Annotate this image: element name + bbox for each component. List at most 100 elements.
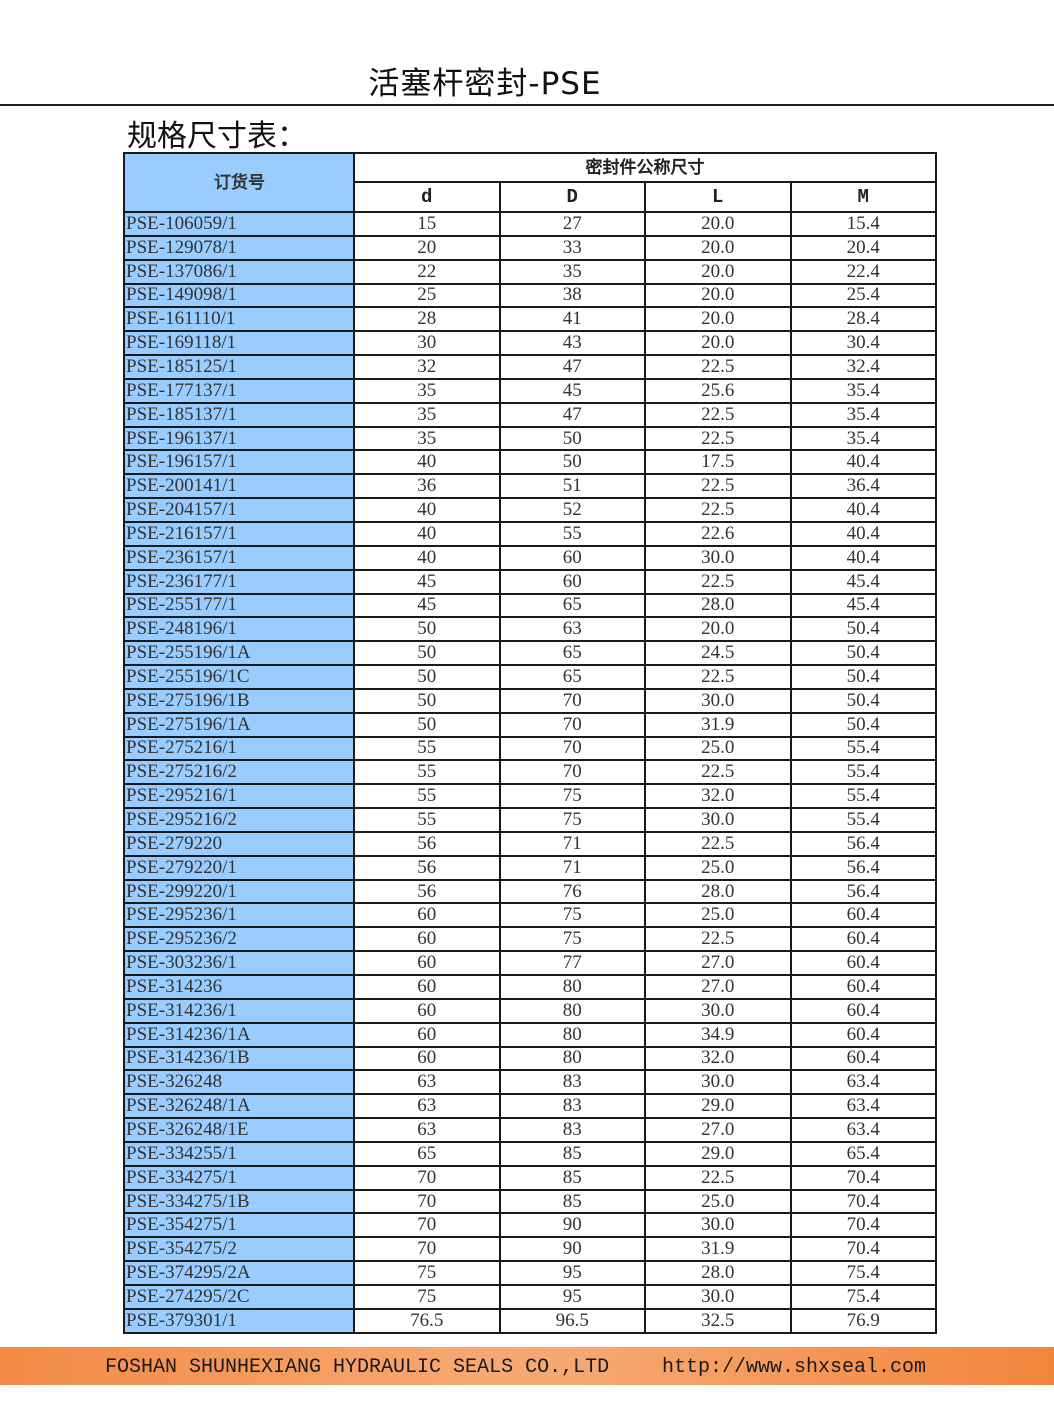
- D-value-cell: 60: [498, 568, 646, 595]
- d-value-cell: 25: [353, 282, 501, 309]
- d-value-cell: 36: [353, 473, 501, 500]
- d-value-cell: 30: [353, 330, 501, 357]
- d-value-cell: 50: [353, 664, 501, 690]
- L-value-cell: 30.0: [644, 1069, 792, 1096]
- footer-band: FOSHAN SHUNHEXIANG HYDRAULIC SEALS CO.,L…: [0, 1347, 1054, 1385]
- order-number-cell: PSE-275216/1: [123, 735, 355, 762]
- M-value-cell: 60.4: [789, 974, 937, 1000]
- d-value-cell: 45: [353, 568, 501, 595]
- M-value-cell: 50.4: [789, 687, 937, 714]
- d-value-cell: 40: [353, 520, 501, 547]
- L-value-cell: 22.5: [644, 926, 792, 953]
- nominal-size-header: 密封件公称尺寸: [353, 152, 937, 183]
- order-number-cell: PSE-275196/1B: [123, 687, 355, 714]
- column-header-d: d: [353, 181, 501, 213]
- L-value-cell: 22.5: [644, 830, 792, 857]
- order-number-cell: PSE-200141/1: [123, 473, 355, 500]
- D-value-cell: 77: [498, 950, 646, 976]
- D-value-cell: 71: [498, 854, 646, 881]
- M-value-cell: 28.4: [789, 306, 937, 333]
- L-value-cell: 25.0: [644, 902, 792, 929]
- website-link[interactable]: http://www.shxseal.com: [662, 1356, 927, 1379]
- d-value-cell: 63: [353, 1117, 501, 1143]
- order-number-cell: PSE-161110/1: [123, 306, 355, 333]
- company-name: FOSHAN SHUNHEXIANG HYDRAULIC SEALS CO.,L…: [105, 1356, 610, 1379]
- table-row: PSE-295216/2 55 75 30.0 55.4: [123, 807, 937, 833]
- L-value-cell: 22.5: [644, 1164, 792, 1191]
- order-number-cell: PSE-196137/1: [123, 425, 355, 452]
- table-row: PSE-106059/1 15 27 20.0 15.4: [123, 211, 937, 237]
- column-header-M: M: [789, 181, 937, 213]
- table-row: PSE-326248/1E 63 83 27.0 63.4: [123, 1117, 937, 1143]
- D-value-cell: 50: [498, 425, 646, 452]
- M-value-cell: 75.4: [789, 1283, 937, 1310]
- table-row: PSE-196137/1 35 50 22.5 35.4: [123, 425, 937, 452]
- order-number-cell: PSE-334275/1: [123, 1164, 355, 1191]
- section-heading: 规格尺寸表：: [127, 119, 307, 154]
- order-number-cell: PSE-275196/1A: [123, 711, 355, 738]
- M-value-cell: 55.4: [789, 783, 937, 810]
- D-value-cell: 75: [498, 783, 646, 810]
- d-value-cell: 56: [353, 854, 501, 881]
- order-number-cell: PSE-314236/1: [123, 997, 355, 1024]
- order-number-cell: PSE-236177/1: [123, 568, 355, 595]
- M-value-cell: 25.4: [789, 282, 937, 309]
- title-divider: [0, 104, 1054, 106]
- M-value-cell: 60.4: [789, 902, 937, 929]
- d-value-cell: 56: [353, 878, 501, 905]
- L-value-cell: 32.0: [644, 1045, 792, 1072]
- d-value-cell: 60: [353, 926, 501, 953]
- table-row: PSE-129078/1 20 33 20.0 20.4: [123, 234, 937, 261]
- L-value-cell: 20.0: [644, 306, 792, 333]
- M-value-cell: 70.4: [789, 1164, 937, 1191]
- table-row: PSE-334275/1 70 85 22.5 70.4: [123, 1164, 937, 1191]
- D-value-cell: 50: [498, 449, 646, 476]
- M-value-cell: 60.4: [789, 1045, 937, 1072]
- L-value-cell: 22.5: [644, 425, 792, 452]
- order-number-cell: PSE-334275/1B: [123, 1188, 355, 1215]
- L-value-cell: 25.0: [644, 854, 792, 881]
- L-value-cell: 32.0: [644, 783, 792, 810]
- L-value-cell: 27.0: [644, 974, 792, 1000]
- d-value-cell: 55: [353, 735, 501, 762]
- M-value-cell: 50.4: [789, 664, 937, 690]
- table-row: PSE-255177/1 45 65 28.0 45.4: [123, 592, 937, 619]
- M-value-cell: 22.4: [789, 258, 937, 285]
- d-value-cell: 55: [353, 759, 501, 786]
- L-value-cell: 22.5: [644, 473, 792, 500]
- d-value-cell: 28: [353, 306, 501, 333]
- order-number-cell: PSE-334255/1: [123, 1140, 355, 1167]
- L-value-cell: 22.6: [644, 520, 792, 547]
- L-value-cell: 29.0: [644, 1093, 792, 1120]
- order-number-cell: PSE-354275/2: [123, 1236, 355, 1263]
- M-value-cell: 50.4: [789, 711, 937, 738]
- table-row: PSE-334275/1B 70 85 25.0 70.4: [123, 1188, 937, 1215]
- d-value-cell: 70: [353, 1188, 501, 1215]
- M-value-cell: 75.4: [789, 1260, 937, 1286]
- table-row: PSE-275216/2 55 70 22.5 55.4: [123, 759, 937, 786]
- d-value-cell: 35: [353, 377, 501, 404]
- L-value-cell: 20.0: [644, 282, 792, 309]
- table-row: PSE-275196/1A 50 70 31.9 50.4: [123, 711, 937, 738]
- order-number-cell: PSE-255196/1A: [123, 640, 355, 667]
- M-value-cell: 65.4: [789, 1140, 937, 1167]
- D-value-cell: 95: [498, 1260, 646, 1286]
- table-row: PSE-248196/1 50 63 20.0 50.4: [123, 616, 937, 643]
- d-value-cell: 40: [353, 497, 501, 523]
- table-row: PSE-236177/1 45 60 22.5 45.4: [123, 568, 937, 595]
- D-value-cell: 65: [498, 640, 646, 667]
- order-number-cell: PSE-354275/1: [123, 1212, 355, 1239]
- order-number-cell: PSE-299220/1: [123, 878, 355, 905]
- L-value-cell: 29.0: [644, 1140, 792, 1167]
- table-row: PSE-275216/1 55 70 25.0 55.4: [123, 735, 937, 762]
- order-number-cell: PSE-326248/1E: [123, 1117, 355, 1143]
- D-value-cell: 47: [498, 401, 646, 428]
- D-value-cell: 65: [498, 592, 646, 619]
- M-value-cell: 70.4: [789, 1212, 937, 1239]
- D-value-cell: 80: [498, 997, 646, 1024]
- D-value-cell: 83: [498, 1069, 646, 1096]
- D-value-cell: 75: [498, 926, 646, 953]
- L-value-cell: 20.0: [644, 234, 792, 261]
- d-value-cell: 60: [353, 950, 501, 976]
- L-value-cell: 31.9: [644, 711, 792, 738]
